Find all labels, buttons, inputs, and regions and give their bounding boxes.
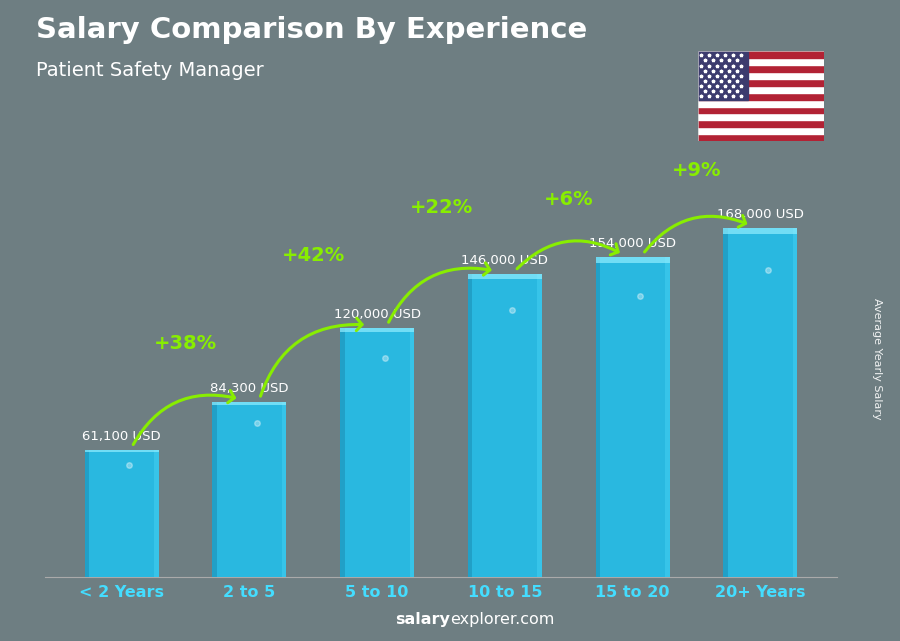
Bar: [340, 328, 414, 577]
Bar: [85, 450, 158, 577]
Bar: [596, 257, 670, 263]
Text: 61,100 USD: 61,100 USD: [82, 430, 161, 443]
Bar: [698, 113, 824, 121]
Bar: [85, 450, 158, 453]
Bar: [698, 121, 824, 127]
Text: +6%: +6%: [544, 190, 594, 208]
Bar: [410, 328, 414, 577]
Text: +42%: +42%: [282, 246, 345, 265]
Bar: [154, 450, 158, 577]
Bar: [724, 228, 728, 577]
Bar: [596, 257, 670, 577]
Bar: [85, 450, 89, 577]
Bar: [698, 51, 748, 99]
Bar: [698, 58, 824, 65]
Bar: [282, 402, 286, 577]
Bar: [698, 65, 824, 72]
Bar: [698, 72, 824, 79]
Bar: [698, 99, 824, 106]
Bar: [698, 134, 824, 141]
Text: 154,000 USD: 154,000 USD: [590, 237, 676, 250]
Bar: [698, 79, 824, 86]
Bar: [698, 106, 824, 113]
Text: +38%: +38%: [154, 335, 217, 353]
Bar: [340, 328, 414, 332]
Text: Patient Safety Manager: Patient Safety Manager: [36, 61, 264, 80]
Bar: [698, 127, 824, 134]
Text: explorer.com: explorer.com: [450, 612, 554, 627]
Bar: [212, 402, 286, 405]
Bar: [212, 402, 286, 577]
Text: +9%: +9%: [671, 161, 721, 179]
Bar: [468, 274, 472, 577]
Bar: [724, 228, 797, 235]
Text: +22%: +22%: [410, 198, 472, 217]
Text: Average Yearly Salary: Average Yearly Salary: [872, 298, 883, 420]
Bar: [698, 93, 824, 99]
Bar: [665, 257, 670, 577]
Text: 120,000 USD: 120,000 USD: [334, 308, 420, 320]
Bar: [468, 274, 542, 577]
Bar: [724, 228, 797, 577]
Bar: [793, 228, 797, 577]
Text: 168,000 USD: 168,000 USD: [717, 208, 804, 221]
Text: salary: salary: [395, 612, 450, 627]
Bar: [212, 402, 217, 577]
Bar: [698, 86, 824, 93]
Bar: [698, 51, 824, 58]
Text: 84,300 USD: 84,300 USD: [210, 381, 289, 395]
Bar: [596, 257, 600, 577]
Bar: [537, 274, 542, 577]
Bar: [340, 328, 345, 577]
Text: Salary Comparison By Experience: Salary Comparison By Experience: [36, 16, 587, 44]
Bar: [468, 274, 542, 279]
Text: 146,000 USD: 146,000 USD: [462, 254, 548, 267]
